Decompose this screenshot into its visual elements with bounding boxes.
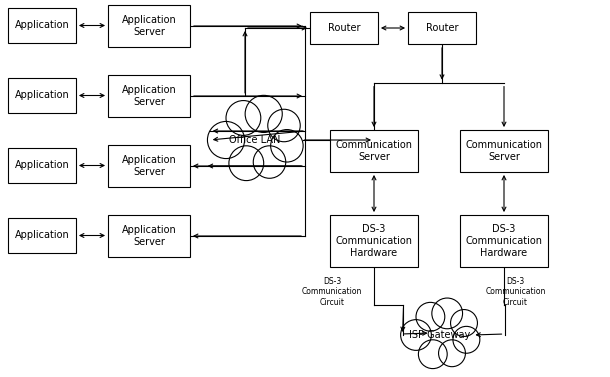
- Circle shape: [245, 95, 282, 132]
- FancyBboxPatch shape: [108, 215, 190, 257]
- Circle shape: [253, 146, 285, 178]
- Text: Communication
Server: Communication Server: [465, 140, 542, 162]
- Circle shape: [226, 101, 261, 135]
- FancyBboxPatch shape: [330, 130, 418, 172]
- FancyBboxPatch shape: [8, 218, 76, 253]
- FancyBboxPatch shape: [460, 130, 548, 172]
- Text: Application
Server: Application Server: [121, 225, 176, 247]
- Circle shape: [451, 310, 478, 336]
- Text: Application
Server: Application Server: [121, 15, 176, 37]
- Text: DS-3
Communication
Circuit: DS-3 Communication Circuit: [485, 277, 545, 307]
- FancyBboxPatch shape: [460, 215, 548, 267]
- Circle shape: [207, 121, 245, 159]
- Text: Communication
Server: Communication Server: [336, 140, 412, 162]
- Circle shape: [401, 320, 431, 350]
- Text: Application: Application: [15, 230, 70, 241]
- Circle shape: [418, 340, 447, 369]
- Circle shape: [432, 298, 462, 329]
- Text: ISP Gateway: ISP Gateway: [409, 330, 471, 340]
- Text: Router: Router: [426, 23, 458, 33]
- Text: Application
Server: Application Server: [121, 85, 176, 107]
- Text: DS-3
Communication
Hardware: DS-3 Communication Hardware: [465, 224, 542, 257]
- Circle shape: [229, 146, 264, 181]
- FancyBboxPatch shape: [310, 12, 378, 44]
- Text: Application: Application: [15, 90, 70, 101]
- FancyBboxPatch shape: [108, 145, 190, 187]
- Text: Router: Router: [328, 23, 361, 33]
- Text: Application: Application: [15, 161, 70, 170]
- Text: DS-3
Communication
Hardware: DS-3 Communication Hardware: [336, 224, 412, 257]
- Circle shape: [453, 326, 480, 353]
- Circle shape: [439, 340, 465, 367]
- FancyBboxPatch shape: [330, 215, 418, 267]
- Text: Application: Application: [15, 20, 70, 31]
- Circle shape: [268, 109, 300, 142]
- Text: Office LAN: Office LAN: [229, 135, 281, 145]
- FancyBboxPatch shape: [108, 5, 190, 47]
- Text: Application
Server: Application Server: [121, 155, 176, 177]
- Text: DS-3
Communication
Circuit: DS-3 Communication Circuit: [302, 277, 362, 307]
- Circle shape: [271, 130, 303, 162]
- FancyBboxPatch shape: [108, 75, 190, 117]
- FancyBboxPatch shape: [8, 8, 76, 43]
- FancyBboxPatch shape: [8, 78, 76, 113]
- FancyBboxPatch shape: [408, 12, 476, 44]
- FancyBboxPatch shape: [8, 148, 76, 183]
- Circle shape: [416, 302, 445, 331]
